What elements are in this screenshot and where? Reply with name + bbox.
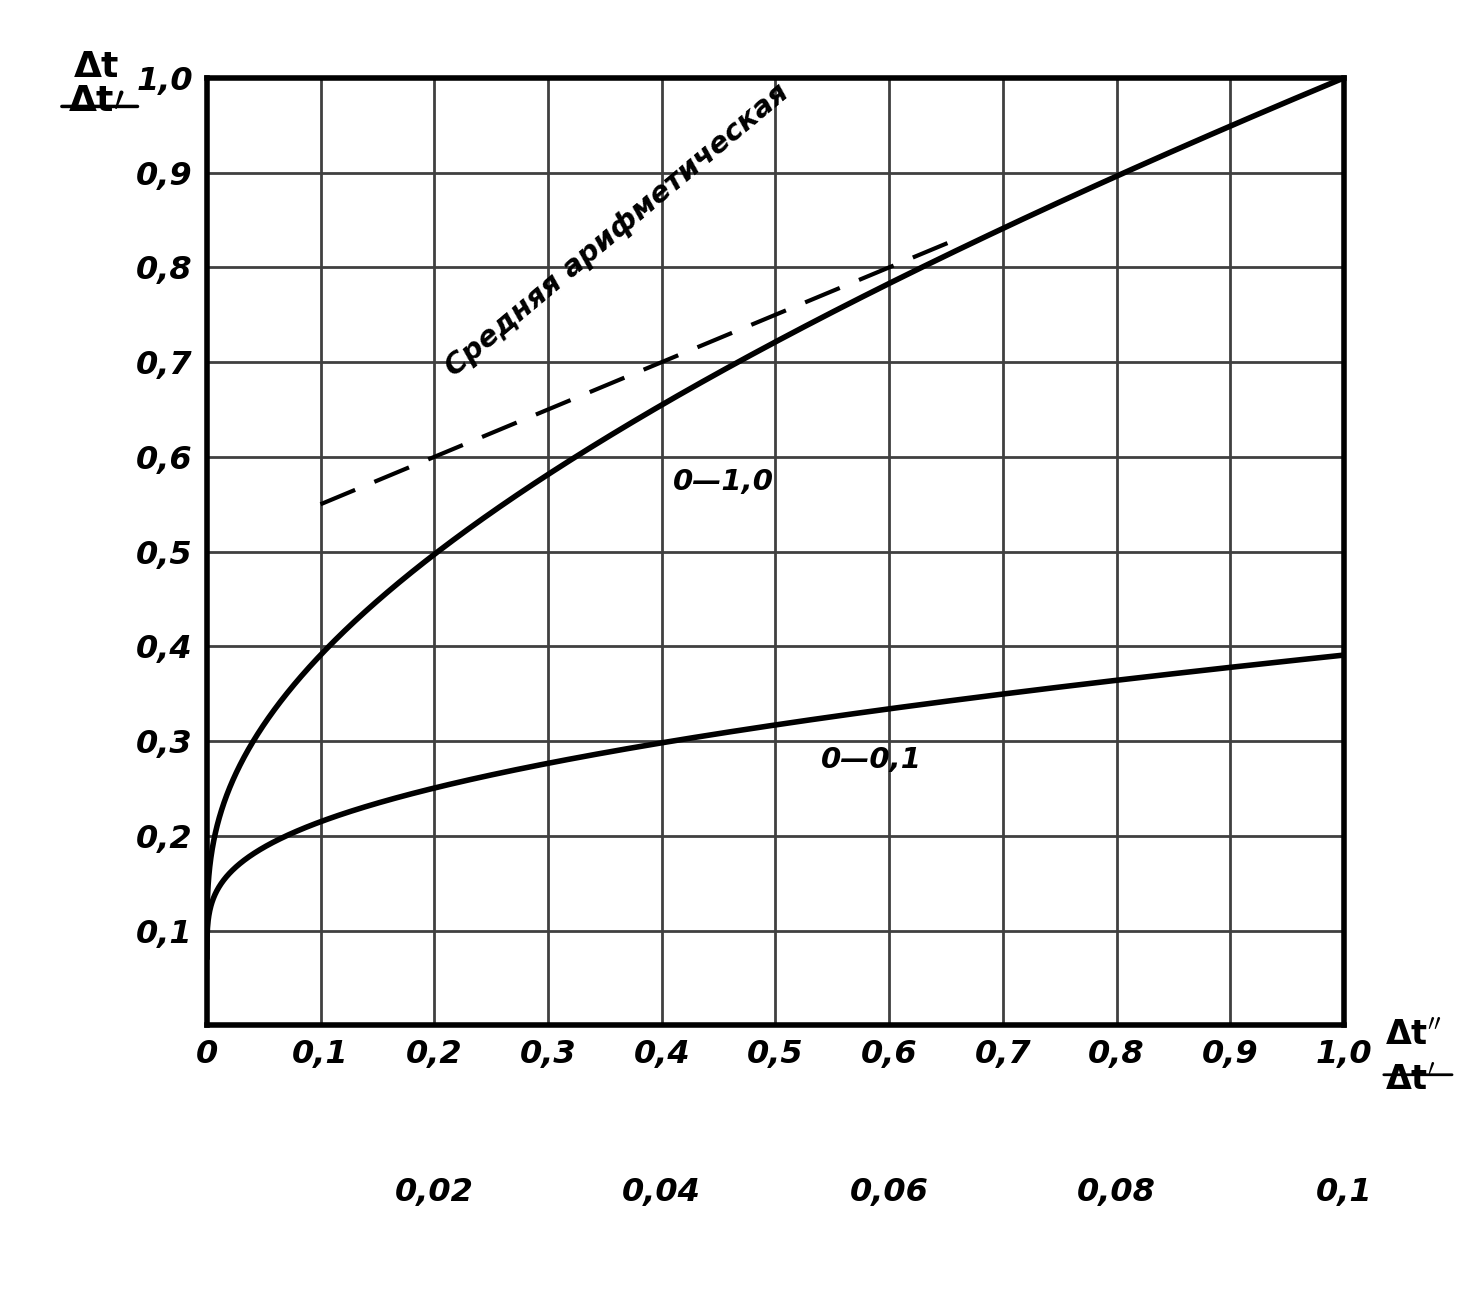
Text: 0—1,0: 0—1,0 (674, 469, 774, 496)
Text: $\mathbf{\Delta t^{\prime}}$: $\mathbf{\Delta t^{\prime}}$ (1385, 1064, 1436, 1097)
Text: 0,08: 0,08 (1077, 1177, 1156, 1208)
Text: $\mathbf{\Delta t\prime}$: $\mathbf{\Delta t\prime}$ (68, 84, 124, 118)
Text: $\mathbf{\Delta t}$: $\mathbf{\Delta t}$ (72, 51, 120, 84)
Text: 0,02: 0,02 (394, 1177, 474, 1208)
Text: 0,1: 0,1 (1316, 1177, 1372, 1208)
Text: $\mathbf{\Delta t^{\prime\prime}}$: $\mathbf{\Delta t^{\prime\prime}}$ (1385, 1019, 1442, 1051)
Text: Средняя арифметическая: Средняя арифметическая (440, 79, 795, 383)
Text: 0,04: 0,04 (622, 1177, 702, 1208)
Text: 0,06: 0,06 (849, 1177, 929, 1208)
Text: 0—0,1: 0—0,1 (821, 745, 922, 774)
